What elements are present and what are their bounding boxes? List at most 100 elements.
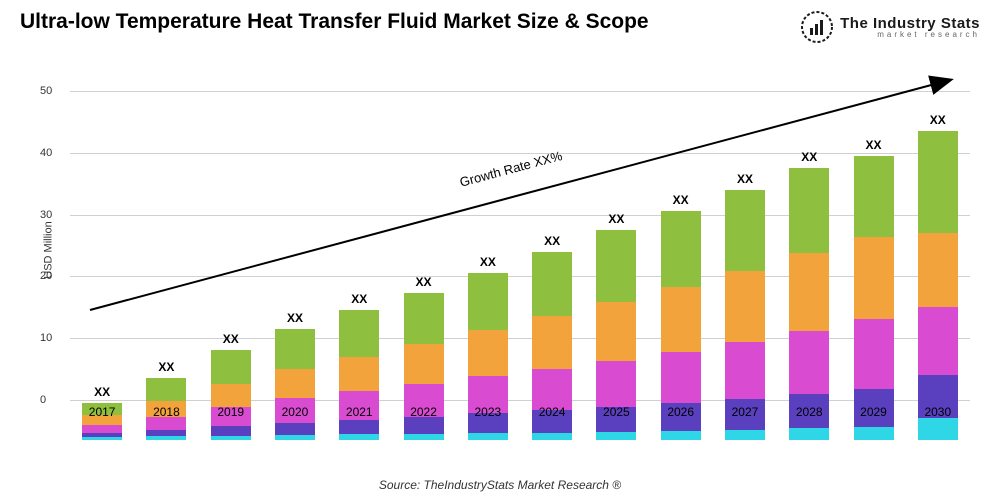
bar-value-label: XX [866, 138, 882, 152]
bar-segment [532, 252, 572, 316]
bar-segment [275, 369, 315, 398]
x-tick-label: 2022 [404, 405, 444, 419]
bar-segment [661, 287, 701, 352]
bar-segment [146, 378, 186, 401]
x-tick-label: 2030 [918, 405, 958, 419]
bar-group: XX [725, 190, 765, 440]
x-tick-label: 2028 [789, 405, 829, 419]
bar-segment [918, 233, 958, 307]
bar-group: XX [211, 350, 251, 440]
x-tick-label: 2017 [82, 405, 122, 419]
bar-segment [854, 427, 894, 440]
bar-segment [596, 361, 636, 407]
bar-segment [468, 273, 508, 330]
bar-segment [532, 433, 572, 440]
bar-segment [854, 237, 894, 319]
x-tick-label: 2029 [854, 405, 894, 419]
x-tick-label: 2027 [725, 405, 765, 419]
y-tick-label: 20 [40, 270, 52, 282]
x-axis-labels: 2017201820192020202120222023202420252026… [70, 405, 970, 419]
bar-stack [211, 350, 251, 440]
bar-segment [211, 426, 251, 435]
x-tick-label: 2020 [275, 405, 315, 419]
gear-chart-icon [800, 10, 834, 44]
logo: The Industry Stats market research [800, 10, 980, 44]
bar-stack [339, 310, 379, 440]
bar-segment [661, 211, 701, 286]
bar-value-label: XX [737, 172, 753, 186]
bar-segment [275, 423, 315, 435]
bar-segment [211, 436, 251, 440]
bar-stack [789, 168, 829, 440]
bar-segment [404, 293, 444, 344]
bar-segment [725, 271, 765, 342]
bar-segment [918, 131, 958, 233]
bar-stack [918, 131, 958, 440]
bar-segment [339, 357, 379, 392]
bar-value-label: XX [416, 275, 432, 289]
x-tick-label: 2019 [211, 405, 251, 419]
bar-value-label: XX [544, 234, 560, 248]
bar-segment [275, 329, 315, 369]
bar-value-label: XX [480, 255, 496, 269]
bar-segment [661, 431, 701, 440]
bar-value-label: XX [930, 113, 946, 127]
x-tick-label: 2026 [661, 405, 701, 419]
bar-segment [468, 433, 508, 440]
bar-group: XX [275, 329, 315, 440]
bar-segment [339, 434, 379, 440]
bar-segment [339, 310, 379, 357]
bar-stack [275, 329, 315, 440]
bar-value-label: XX [287, 311, 303, 325]
bar-group: XX [789, 168, 829, 440]
x-tick-label: 2021 [339, 405, 379, 419]
logo-main-text: The Industry Stats [840, 16, 980, 31]
bar-segment [404, 344, 444, 384]
logo-sub-text: market research [840, 31, 980, 39]
bar-segment [789, 168, 829, 253]
bar-segment [596, 230, 636, 302]
bar-stack [725, 190, 765, 440]
bar-segment [918, 418, 958, 440]
bar-segment [211, 384, 251, 406]
bar-segment [82, 425, 122, 433]
y-tick-label: 0 [40, 394, 46, 406]
bar-value-label: XX [158, 360, 174, 374]
bar-segment [725, 430, 765, 441]
bar-segment [211, 350, 251, 384]
bar-segment [596, 302, 636, 361]
bar-segment [661, 352, 701, 403]
bar-value-label: XX [673, 193, 689, 207]
x-tick-label: 2023 [468, 405, 508, 419]
bar-segment [854, 156, 894, 237]
bar-segment [468, 330, 508, 376]
bar-segment [339, 420, 379, 434]
bar-value-label: XX [223, 332, 239, 346]
bar-segment [596, 432, 636, 440]
bar-segment [789, 428, 829, 440]
bar-segment [404, 434, 444, 440]
bar-segment [789, 253, 829, 330]
bar-group: XX [918, 131, 958, 440]
bar-stack [854, 156, 894, 440]
bar-segment [404, 417, 444, 434]
bar-value-label: XX [94, 385, 110, 399]
x-tick-label: 2018 [146, 405, 186, 419]
y-tick-label: 30 [40, 209, 52, 221]
bar-group: XX [854, 156, 894, 440]
bar-value-label: XX [608, 212, 624, 226]
bar-segment [725, 342, 765, 399]
y-tick-label: 10 [40, 332, 52, 344]
bar-segment [532, 316, 572, 369]
bar-segment [82, 437, 122, 440]
bar-value-label: XX [351, 292, 367, 306]
x-tick-label: 2025 [596, 405, 636, 419]
bar-value-label: XX [801, 150, 817, 164]
bar-segment [725, 190, 765, 271]
source-attribution: Source: TheIndustryStats Market Research… [0, 478, 1000, 492]
bar-segment [918, 307, 958, 375]
y-tick-label: 40 [40, 147, 52, 159]
bar-segment [854, 319, 894, 389]
bar-group: XX [339, 310, 379, 440]
grid-line [70, 91, 970, 92]
